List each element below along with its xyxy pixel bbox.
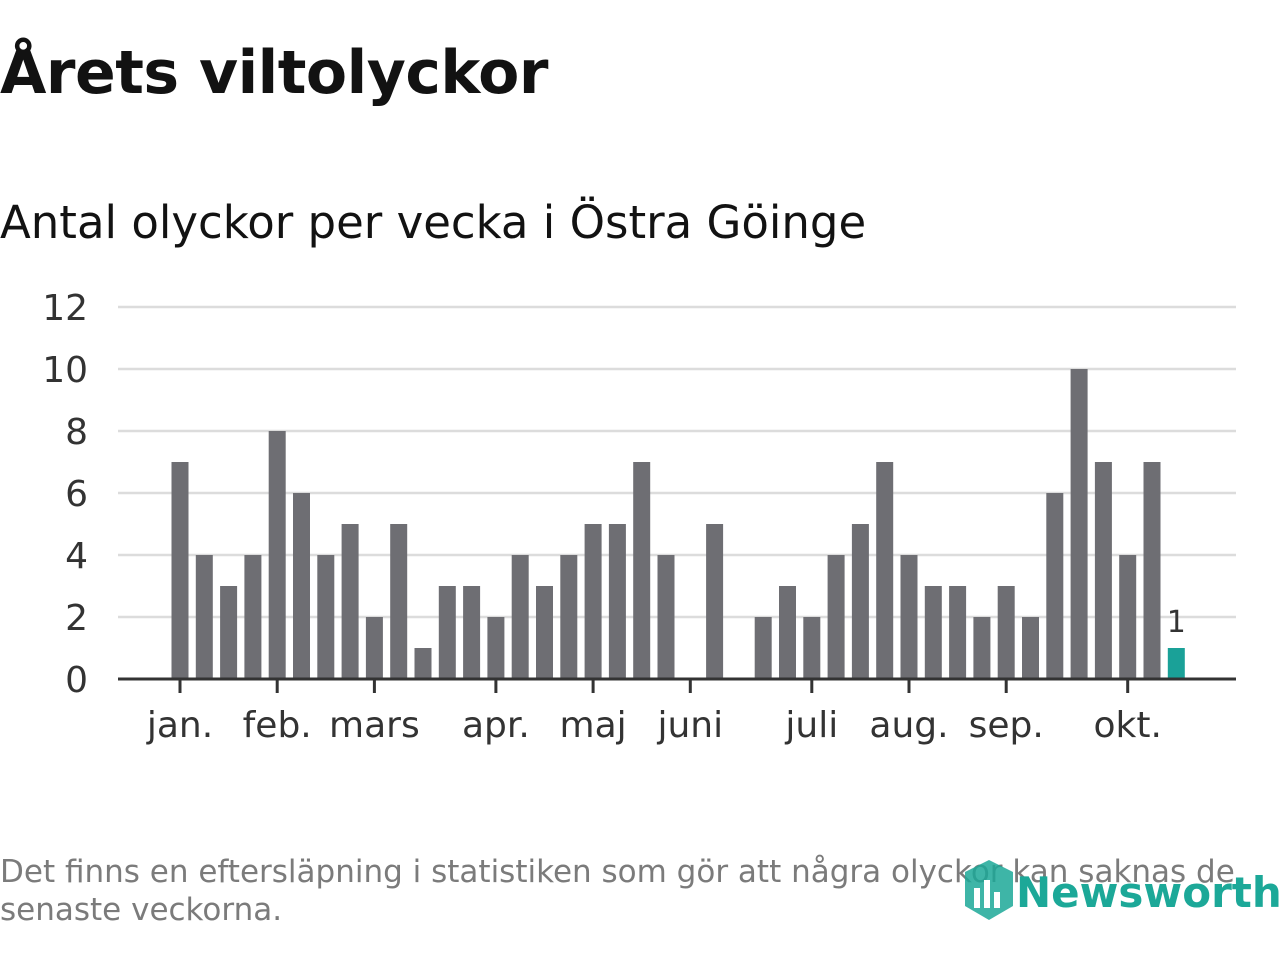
x-tick-label: sep. [969,705,1044,746]
bar [827,555,845,679]
bar [949,586,967,679]
y-tick-label: 10 [42,350,88,391]
y-tick-label: 4 [65,536,88,577]
bars [171,369,1185,679]
bar [511,555,529,679]
bar [633,462,651,679]
x-axis: jan. feb. mars apr. maj juni juli aug. sep. okt. [118,677,1236,746]
bar [1046,493,1064,679]
y-tick-label: 8 [65,412,88,453]
bar [900,555,918,679]
bar [244,555,262,679]
bar [997,586,1015,679]
newsworthy-logo: Newsworthy [962,858,1280,926]
bar [414,648,432,679]
y-tick-label: 6 [65,474,88,515]
bar [924,586,942,679]
bar [608,524,626,679]
chart-subtitle: Antal olyckor per vecka i Östra Göinge [0,196,867,249]
bar [220,586,238,679]
x-tick-label: apr. [462,705,530,746]
bar [487,617,505,679]
bar [365,617,383,679]
bar [317,555,335,679]
bar [293,493,310,679]
newsworthy-logo-icon [965,860,1013,920]
newsworthy-logo-text: Newsworthy [1016,867,1280,917]
chart-title: Årets viltolyckor [0,38,549,108]
bar [268,431,286,679]
x-tick-label: maj [560,705,627,746]
y-tick-label: 2 [65,598,88,639]
bar [851,524,869,679]
data-labels: 1 [1167,605,1186,640]
y-axis-ticks: 0 2 4 6 8 10 12 [42,288,88,701]
footnote: Det finns en eftersläpning i statistiken… [0,854,1235,928]
x-tick-label: juni [656,705,723,746]
bar [341,524,359,679]
bar [1070,369,1088,679]
bar [1143,462,1161,679]
bar-chart: 0 2 4 6 8 10 12 jan. feb. mars apr. maj juni juli aug… [42,288,1236,746]
bar [584,524,602,679]
x-tick-label: okt. [1093,705,1161,746]
bar [463,586,481,679]
data-label-last: 1 [1167,605,1186,640]
bar [754,617,772,679]
x-tick-label: feb. [243,705,312,746]
bar [803,617,821,679]
bar [779,586,796,679]
bar [195,555,213,679]
bar [1119,555,1137,679]
bar [876,462,894,679]
x-tick-label: juli [784,705,838,746]
bar [438,586,456,679]
bar [973,617,991,679]
bar [536,586,553,679]
y-tick-label: 12 [42,288,88,329]
bar [560,555,578,679]
x-tick-label: aug. [869,705,948,746]
bar [706,524,724,679]
bar [1094,462,1112,679]
x-tick-label: jan. [146,705,213,746]
bar-current-week [1167,648,1185,679]
x-tick-label: mars [329,705,420,746]
y-tick-label: 0 [65,660,88,701]
bar [657,555,675,679]
bar [390,524,408,679]
bar [171,462,189,679]
bar [1022,617,1039,679]
